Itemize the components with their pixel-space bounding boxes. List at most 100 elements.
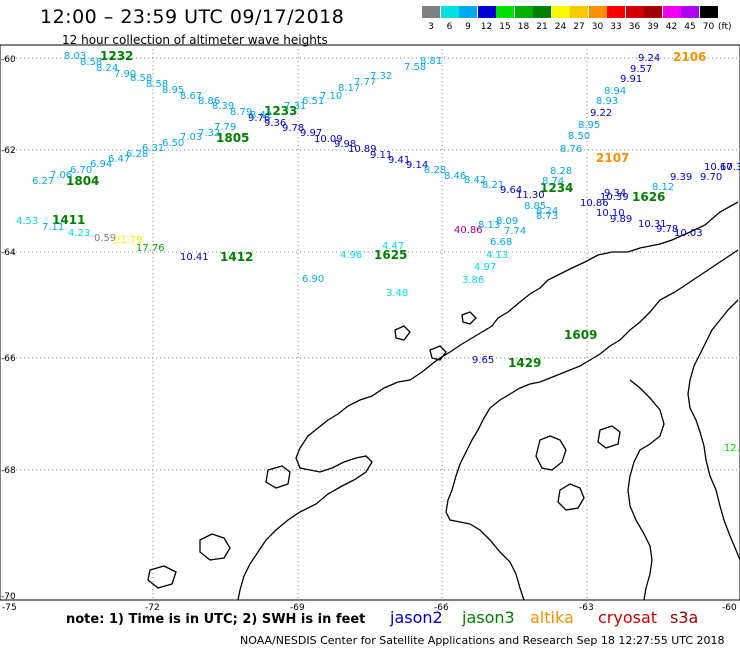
scale-label-70: 70 [702,22,715,32]
pass-time-label: 1234 [540,181,573,195]
pass-time-label: 1233 [264,104,297,118]
scale-label-42: 42 [665,22,678,32]
wave-height-value: 10.89 [348,144,377,155]
wave-height-value: 8.42 [250,110,272,121]
legend-s3a: s3a [670,608,699,627]
wave-height-value: 3.86 [462,275,484,286]
scale-swatch-33 [607,6,625,18]
wave-height-value: 8.42 [464,175,486,186]
lon-tick-label: -66 [434,603,449,613]
wave-height-value: 4.13 [486,250,508,261]
wave-height-value: 6.94 [90,159,112,170]
lat-tick-label: -64 [1,248,16,258]
lat-tick-label: -70 [1,592,16,602]
scale-label-36: 36 [628,22,641,32]
wave-height-value: 7.77 [354,77,376,88]
scale-label-15: 15 [499,22,511,32]
scale-label-12: 12 [480,22,493,32]
wave-height-value: 7.90 [114,69,136,80]
wave-height-value: 8.58 [146,79,168,90]
wave-height-value: 4.97 [474,262,496,273]
scale-label-6: 6 [446,22,453,32]
wave-height-value: 9.78 [656,224,678,235]
scale-label-45: 45 [684,22,696,32]
scale-swatch-45 [681,6,699,18]
legend-altika: altika [530,608,574,627]
scale-swatch-39 [644,6,662,18]
wave-height-value: 9.11 [370,150,392,161]
wave-height-value: 8.12 [652,182,674,193]
wave-height-value: 8.17 [338,83,360,94]
wave-height-value: 8.79 [230,107,252,118]
scale-swatch-27 [570,6,588,18]
wave-height-value: 9.70 [700,172,722,183]
scale-swatch-12 [477,6,496,18]
scale-swatch-70 [699,6,718,18]
wave-height-value: 9.36 [264,118,286,129]
wave-height-value: 6.70 [70,165,92,176]
wave-height-value: 21.79 [114,235,143,246]
wave-height-value: 17.76 [136,243,165,254]
pass-time-label: 1804 [66,174,99,188]
scale-label-33: 33 [610,22,622,32]
wave-height-value: 9.22 [590,108,612,119]
wave-height-value: 9.64 [500,185,522,196]
scale-label-21: 21 [536,22,548,32]
wave-height-value: 7.11 [42,222,64,233]
legend-jason2: jason2 [390,608,443,627]
wave-height-value: 9.98 [334,139,356,150]
pass-time-label: 1805 [216,131,249,145]
wave-height-value: 8.21 [482,180,504,191]
scale-label-18: 18 [517,22,530,32]
wave-height-value: 8.09 [496,216,518,227]
wave-height-value: 9.41 [388,155,410,166]
wave-height-value: 10.10 [596,208,625,219]
wave-height-value: 6.90 [302,274,324,285]
wave-height-value: 9.34 [604,188,626,199]
wave-height-value: 9.89 [610,214,632,225]
scale-swatch-21 [533,6,551,18]
wave-height-value: 9.57 [630,64,652,75]
lon-tick-label: -75 [2,603,17,613]
wave-height-value: 9.97 [300,128,322,139]
wave-height-value: 8.67 [180,91,202,102]
wave-height-value: 9.76 [248,113,270,124]
lat-tick-label: -66 [1,354,16,364]
wave-height-value: 10.31 [638,219,667,230]
wave-height-value: 7.74 [504,226,526,237]
wave-height-value: 10.67 [704,162,733,173]
scale-swatch-30 [588,6,607,18]
scale-swatch-36 [625,6,644,18]
wave-height-value: 6.31 [142,143,164,154]
map-frame [0,44,740,601]
wave-height-value: 10.09 [314,134,343,145]
pass-time-label: 1429 [508,356,541,370]
wave-height-value: 9.65 [472,355,494,366]
pass-time-label: 1625 [374,248,407,262]
map-grid [0,45,740,600]
wave-height-value: 40.86 [454,225,483,236]
wave-height-value: 8.58 [130,73,152,84]
wave-height-value: 12.71 [724,443,740,454]
wave-height-value: 7.31 [284,101,306,112]
legend-cryosat: cryosat [598,608,658,627]
scale-swatch-24 [551,6,570,18]
wave-height-value: 8.86 [198,96,220,107]
wave-height-value: 7.10 [320,91,342,102]
wave-height-value: 8.85 [524,201,546,212]
wave-height-value: 10.03 [674,228,703,239]
wave-height-value: 7.03 [180,132,202,143]
wave-height-value: 10.86 [580,198,609,209]
coastline [147,201,740,601]
wave-height-value: 8.95 [162,85,184,96]
wave-height-value: 16.04 [0,0,29,3]
lon-tick-label: -60 [722,603,737,613]
wave-height-value: 8.76 [560,144,582,155]
pass-time-label: 2106 [673,50,706,64]
wave-height-value: 4.23 [68,228,90,239]
wave-height-value: 8.46 [444,171,466,182]
lon-tick-label: -69 [290,603,305,613]
wave-height-value: 6.47 [108,154,130,165]
wave-height-value: 6.50 [162,138,184,149]
